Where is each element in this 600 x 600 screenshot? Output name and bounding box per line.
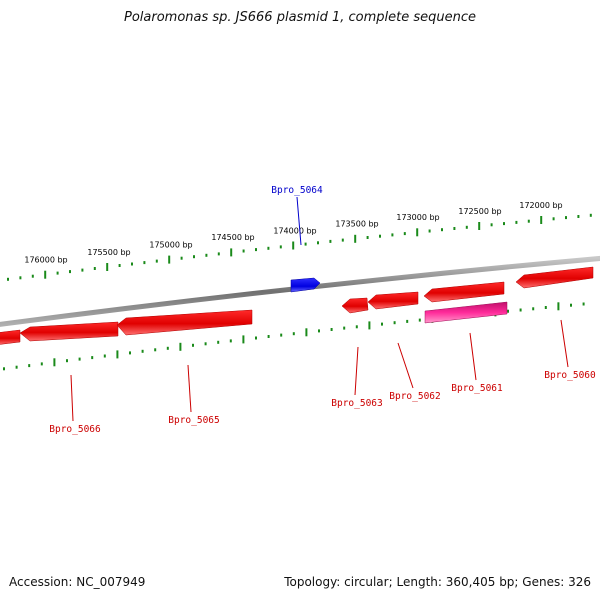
gene-label-bpro_5066[interactable]: Bpro_5066 [49,424,101,435]
plasmid-backbone [0,255,600,327]
gene-leaders [70,196,569,422]
gene-label-bpro_5060[interactable]: Bpro_5060 [544,370,596,381]
gene-label-bpro_5062[interactable]: Bpro_5062 [389,391,440,402]
gene-leader-line [296,196,302,246]
ruler-tick-label: 173000 bp [396,213,439,222]
gene-arrow-bpro_5062[interactable] [367,291,419,310]
outer-ruler-labels: 176000 bp 175500 bp 175000 bp 174500 bp 1740… [24,201,562,265]
gene-leader-line [70,374,74,422]
sequence-summary: Topology: circular; Length: 360,405 bp; … [284,575,591,589]
gene-leader-line [469,332,477,381]
gene-leader-line [354,346,359,396]
gene-arrow[interactable] [0,329,21,345]
gene-arrow-highlight[interactable] [424,301,508,324]
gene-label-bpro_5064[interactable]: Bpro_5064 [271,185,323,196]
gene-arrow-bpro_5064[interactable] [290,277,321,293]
topology-value: circular [344,575,389,589]
gene-labels: Bpro_5064 Bpro_5066 Bpro_5065 Bpro_5063 Bpro… [49,185,596,435]
topology-label: Topology: [284,575,341,589]
ruler-tick-label: 172500 bp [458,207,501,216]
gene-label-bpro_5061[interactable]: Bpro_5061 [451,383,503,394]
gene-leader-line [187,364,192,413]
ruler-tick-label: 174000 bp [273,226,316,235]
gene-leader-line [397,342,414,389]
gene-label-bpro_5065[interactable]: Bpro_5065 [168,415,219,426]
gene-arrows [0,266,594,345]
length-label: Length: [396,575,442,589]
accession-value: NC_007949 [76,575,146,589]
gene-leader-line [560,319,569,368]
gene-arrow-bpro_5066[interactable] [19,321,119,342]
length-value: 360,405 bp [445,575,515,589]
gene-arrow-bpro_5061[interactable] [423,281,505,303]
gene-arrow-bpro_5060[interactable] [515,266,594,289]
genes-label: Genes: [522,575,565,589]
ruler-tick-label: 174500 bp [211,233,254,242]
gene-arrow-bpro_5063[interactable] [341,297,369,314]
page-title: Polaromonas sp. JS666 plasmid 1, complet… [123,10,476,25]
genes-value: 326 [568,575,591,589]
ruler-tick-label: 175000 bp [149,240,192,249]
outer-ruler [7,213,592,281]
gene-label-bpro_5063[interactable]: Bpro_5063 [331,398,382,409]
accession-info: Accession: NC_007949 [9,575,145,589]
ruler-tick-label: 176000 bp [24,256,67,265]
ruler-tick-label: 173500 bp [335,220,378,229]
gene-arrow-bpro_5065[interactable] [116,309,253,336]
ruler-tick-label: 175500 bp [87,248,130,257]
ruler-tick-label: 172000 bp [519,201,562,210]
accession-label: Accession: [9,575,73,589]
